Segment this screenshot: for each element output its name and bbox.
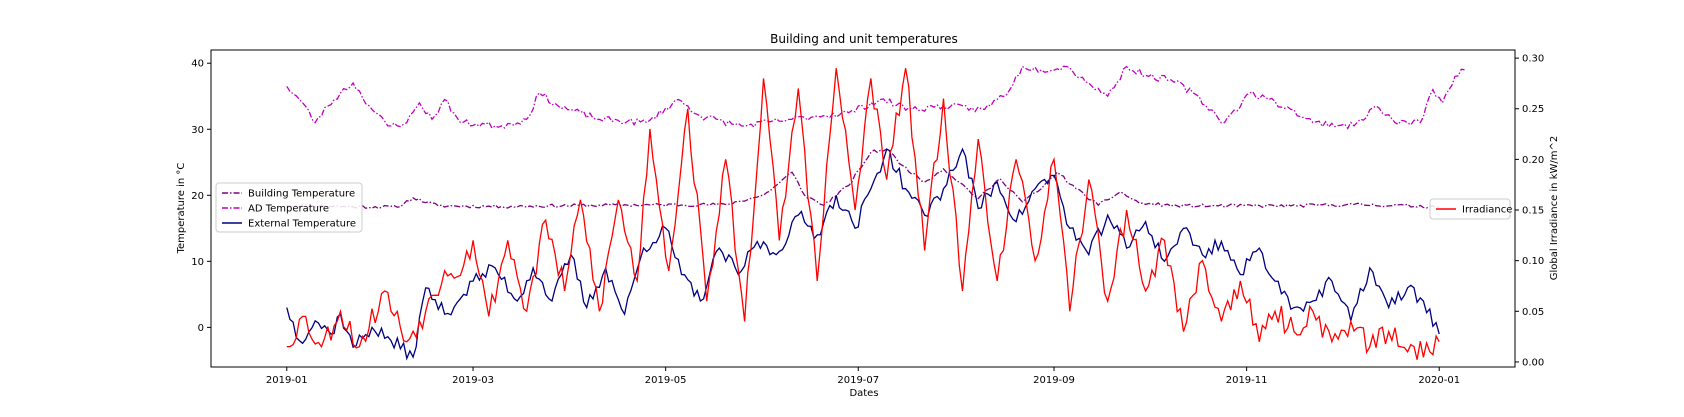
legend-label: Building Temperature: [248, 189, 355, 200]
legend-right: Irradiance: [1429, 198, 1512, 220]
x-tick-label: 2019-09: [1033, 375, 1075, 386]
x-tick-label: 2019-11: [1226, 375, 1268, 386]
legend-left: Building Temperature AD Temperature Extern…: [215, 182, 363, 233]
x-tick-label: 2019-07: [837, 375, 879, 386]
x-tick-label: 2020-01: [1418, 375, 1460, 386]
legend-frame: [1429, 198, 1511, 220]
y-right-tick-label: 0.25: [1522, 104, 1544, 115]
y-left-tick-label: 10: [191, 257, 204, 268]
y-axis-left-label: Temperature in °C: [176, 163, 187, 255]
y-left-tick-label: 40: [191, 59, 204, 70]
x-tick-label: 2019-01: [266, 375, 308, 386]
legend-label: External Temperature: [248, 219, 356, 230]
axes-layer: 2019-01 2019-03 2019-05 2019-07 2019-09 2019-…: [191, 54, 1544, 386]
y-right-tick-label: 0.15: [1522, 206, 1544, 217]
y-right-tick-label: 0.10: [1522, 256, 1544, 267]
legend-label: AD Temperature: [248, 204, 329, 215]
y-right-tick-label: 0.00: [1522, 357, 1544, 368]
chart-title: Building and unit temperatures: [770, 32, 958, 46]
series-layer: [286, 65, 1465, 361]
series-line-external-temperature: [286, 147, 1440, 361]
legend-frame: [215, 182, 363, 233]
series-line-irradiance: [286, 68, 1440, 360]
plot-frame: [210, 49, 1516, 368]
y-left-tick-label: 30: [191, 125, 204, 136]
x-tick-label: 2019-03: [452, 375, 494, 386]
series-line-building-temperature: [286, 148, 1440, 210]
legend-label: Irradiance: [1462, 205, 1512, 216]
y-right-tick-label: 0.05: [1522, 307, 1544, 318]
y-right-tick-label: 0.20: [1522, 155, 1544, 166]
y-right-tick-label: 0.30: [1522, 54, 1544, 65]
y-left-tick-label: 20: [191, 191, 204, 202]
x-tick-label: 2019-05: [645, 375, 687, 386]
y-left-tick-label: 0: [198, 323, 204, 334]
series-line-ad-temperature: [286, 65, 1465, 130]
x-axis-label: Dates: [849, 388, 878, 399]
y-axis-right-label: Global Irradiance in kW/m^2: [1549, 136, 1560, 280]
